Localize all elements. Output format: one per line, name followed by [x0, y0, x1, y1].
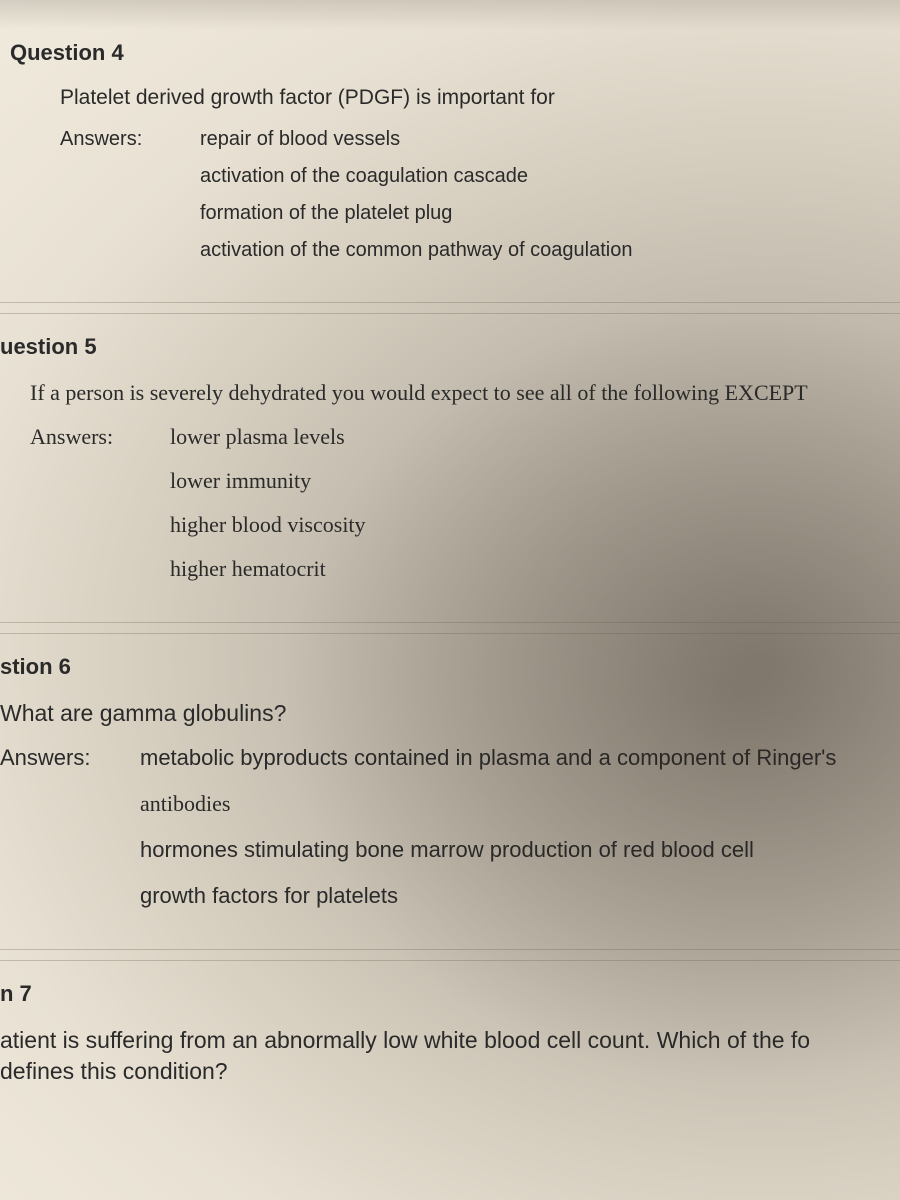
question-5-body: If a person is severely dehydrated you w…	[0, 378, 900, 582]
question-7-prompt-line1: atient is suffering from an abnormally l…	[0, 1027, 810, 1053]
answer-option[interactable]: repair of blood vessels	[200, 128, 632, 151]
question-7-block: n 7 atient is suffering from an abnormal…	[0, 960, 900, 1087]
answer-option[interactable]: hormones stimulating bone marrow product…	[140, 837, 836, 863]
question-6-body: What are gamma globulins? Answers: metab…	[0, 698, 900, 909]
question-4-body: Platelet derived growth factor (PDGF) is…	[10, 84, 900, 262]
answers-label: Answers:	[60, 128, 200, 151]
answer-option[interactable]: activation of the common pathway of coag…	[200, 239, 632, 262]
answer-option[interactable]: higher blood viscosity	[170, 512, 366, 538]
question-7-header: n 7	[0, 981, 900, 1007]
question-4-prompt: Platelet derived growth factor (PDGF) is…	[60, 84, 900, 112]
question-6-block: stion 6 What are gamma globulins? Answer…	[0, 633, 900, 950]
question-6-prompt: What are gamma globulins?	[0, 698, 900, 729]
answer-option[interactable]: activation of the coagulation cascade	[200, 165, 632, 188]
answer-option[interactable]: lower plasma levels	[170, 424, 366, 450]
question-6-answers-list: metabolic byproducts contained in plasma…	[140, 745, 836, 909]
question-4-header: Question 4	[10, 40, 900, 66]
answer-option[interactable]: antibodies	[140, 791, 836, 817]
question-5-prompt: If a person is severely dehydrated you w…	[30, 378, 900, 408]
question-7-prompt-line2: defines this condition?	[0, 1058, 228, 1084]
answer-option[interactable]: lower immunity	[170, 468, 366, 494]
question-5-answers-list: lower plasma levels lower immunity highe…	[170, 424, 366, 582]
answers-label: Answers:	[30, 424, 170, 450]
question-4-answers-list: repair of blood vessels activation of th…	[200, 128, 632, 262]
question-4-block: Question 4 Platelet derived growth facto…	[0, 20, 900, 303]
quiz-page: Question 4 Platelet derived growth facto…	[0, 0, 900, 1200]
question-4-answers-row: Answers: repair of blood vessels activat…	[60, 128, 900, 262]
question-6-answers-row: Answers: metabolic byproducts contained …	[0, 745, 900, 909]
answer-option[interactable]: formation of the platelet plug	[200, 202, 632, 225]
question-7-prompt: atient is suffering from an abnormally l…	[0, 1025, 900, 1087]
question-5-answers-row: Answers: lower plasma levels lower immun…	[30, 424, 900, 582]
answer-option[interactable]: growth factors for platelets	[140, 883, 836, 909]
answer-option[interactable]: metabolic byproducts contained in plasma…	[140, 745, 836, 771]
question-6-header: stion 6	[0, 654, 900, 680]
question-5-header: uestion 5	[0, 334, 900, 360]
answer-option[interactable]: higher hematocrit	[170, 556, 366, 582]
question-5-block: uestion 5 If a person is severely dehydr…	[0, 313, 900, 623]
answers-label: Answers:	[0, 745, 140, 771]
question-7-body: atient is suffering from an abnormally l…	[0, 1025, 900, 1087]
